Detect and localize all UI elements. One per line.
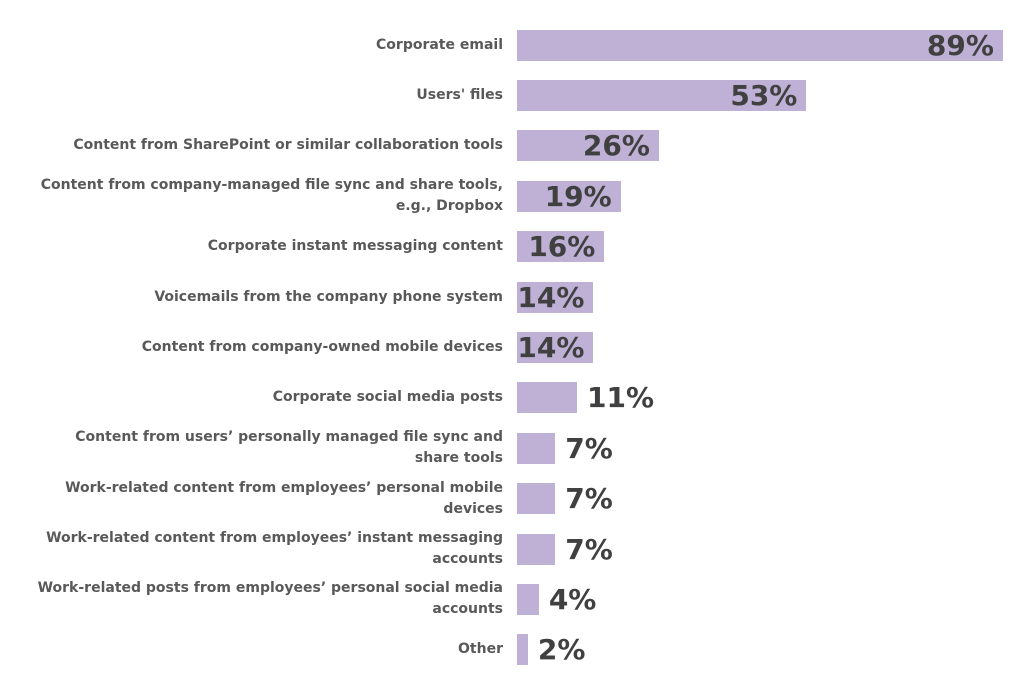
category-label: Content from company-managed file sync a… [40, 177, 503, 215]
bar-track: 11% [517, 381, 1024, 415]
category-label: Content from users’ personally managed f… [75, 429, 503, 467]
category-label: Work-related content from employees’ per… [65, 479, 503, 517]
category-label: Work-related posts from employees’ perso… [37, 580, 503, 618]
bar [517, 432, 556, 464]
category-label: Users' files [416, 87, 503, 104]
bar-row: Content from users’ personally managed f… [0, 423, 1024, 473]
value-label: 14% [517, 331, 585, 365]
bar-track: 14% [517, 331, 1024, 365]
bar-track: 26% [517, 129, 1024, 163]
bar [517, 382, 578, 414]
bar-row: Corporate email 89% [0, 20, 1024, 70]
bar: 26% [517, 129, 659, 163]
bar: 14% [517, 280, 594, 314]
bar-row: Work-related content from employees’ per… [0, 474, 1024, 524]
bar [517, 533, 556, 565]
bar-row: Corporate social media posts 11% [0, 373, 1024, 423]
value-label: 7% [565, 482, 613, 516]
value-label: 89% [926, 28, 994, 62]
category-label: Corporate instant messaging content [207, 238, 503, 255]
bar-track: 89% [517, 28, 1024, 62]
category-label: Other [458, 641, 503, 658]
bar-track: 2% [517, 633, 1024, 667]
bar-row: Corporate instant messaging content 16% [0, 222, 1024, 272]
bar: 16% [517, 230, 605, 264]
bar: 53% [517, 79, 807, 113]
bar-track: 7% [517, 431, 1024, 465]
category-label: Content from SharePoint or similar colla… [73, 137, 503, 154]
value-label: 2% [537, 633, 586, 667]
bar-row: Work-related posts from employees’ perso… [0, 574, 1024, 624]
category-label: Corporate email [376, 36, 503, 53]
bar-track: 53% [517, 79, 1024, 113]
value-label: 11% [587, 381, 655, 415]
bar-track: 19% [517, 179, 1024, 213]
bar-track: 4% [517, 582, 1024, 616]
bar-row: Users' files 53% [0, 70, 1024, 120]
value-label: 4% [548, 582, 597, 616]
category-label: Corporate social media posts [272, 389, 503, 406]
category-label: Voicemails from the company phone system [154, 288, 503, 305]
bar-row: Content from SharePoint or similar colla… [0, 121, 1024, 171]
bar [517, 483, 556, 515]
bar: 89% [517, 28, 1003, 62]
bar: 19% [517, 179, 621, 213]
value-label: 16% [528, 230, 596, 264]
bar-track: 16% [517, 230, 1024, 264]
bar-row: Other 2% [0, 625, 1024, 675]
value-label: 19% [544, 179, 612, 213]
category-label: Work-related content from employees’ ins… [46, 530, 503, 568]
value-label: 14% [517, 280, 585, 314]
value-label: 7% [565, 532, 613, 566]
bar-row: Content from company-owned mobile device… [0, 322, 1024, 372]
bar-row: Work-related content from employees’ ins… [0, 524, 1024, 574]
bar [517, 634, 528, 666]
bar-row: Voicemails from the company phone system… [0, 272, 1024, 322]
value-label: 26% [582, 129, 650, 163]
bar-track: 7% [517, 482, 1024, 516]
bar [517, 583, 539, 615]
bar: 14% [517, 331, 594, 365]
bar-track: 14% [517, 280, 1024, 314]
bar-row: Content from company-managed file sync a… [0, 171, 1024, 221]
value-label: 7% [565, 431, 613, 465]
value-label: 53% [730, 79, 798, 113]
bar-track: 7% [517, 532, 1024, 566]
category-label: Content from company-owned mobile device… [141, 339, 503, 356]
